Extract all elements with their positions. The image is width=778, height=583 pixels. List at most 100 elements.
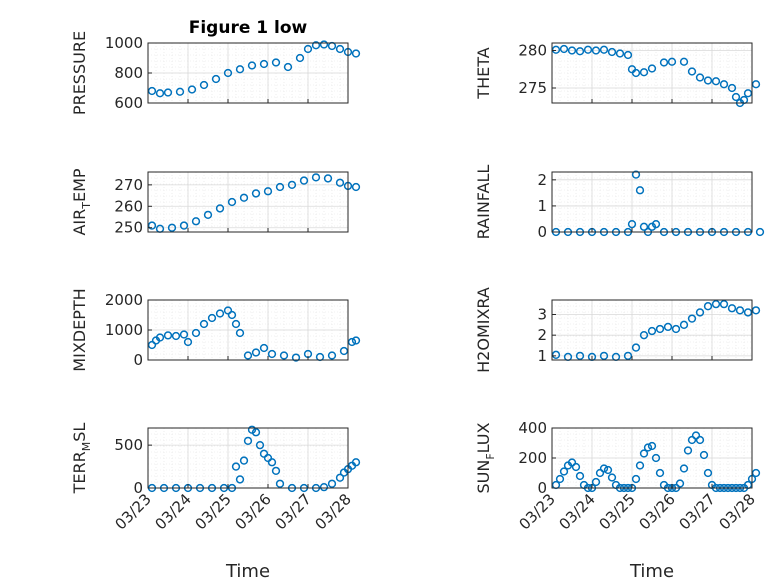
data-point [223,68,233,78]
data-point [703,76,713,85]
y-axis-label: AIRTEMP [70,168,93,235]
y-axis-label-main: AIR [70,209,89,236]
data-point [631,170,641,179]
y-tick-label: 275 [518,79,547,97]
data-point [235,328,245,338]
data-point [575,47,585,56]
data-point [167,223,177,232]
data-point [651,220,661,229]
y-axis-label-rest: SL [70,423,89,442]
data-point [735,306,745,315]
axes-box [551,171,753,233]
y-tick-label: 600 [114,94,143,112]
data-point [215,309,225,318]
major-grid [148,43,348,103]
data-point [635,461,645,470]
data-series [147,173,361,233]
data-point [179,221,189,230]
data-point [559,44,569,54]
data-point [755,227,765,237]
data-point [647,64,657,73]
data-point [323,174,333,183]
y-axis-label-main: MIXDEPTH [70,288,89,371]
data-point [187,85,197,94]
y-axis-label: TERRMSL [70,423,93,495]
data-point [571,462,581,472]
data-point [235,475,245,484]
data-point [647,326,657,336]
data-point [335,178,345,187]
y-axis-label-main: TERR [70,451,89,494]
y-tick-label: 2000 [105,291,143,309]
data-point [311,173,321,182]
data-point [679,464,689,473]
x-tick-label: 03/26 [232,490,275,533]
data-point [695,73,705,82]
y-axis-label: MIXDEPTH [70,288,89,371]
data-point [191,217,201,226]
data-point [291,353,301,362]
data-point [635,186,645,195]
data-point [311,41,321,50]
data-point [299,176,309,185]
data-point [271,58,281,67]
x-tick-label: 03/24 [556,490,599,533]
data-point [743,89,753,98]
subplot-air: 250 260 270 AIRTEMP [70,168,361,237]
data-point [351,182,361,192]
x-tick-label: 03/28 [716,490,759,533]
y-tick-label: 270 [114,176,143,194]
y-axis-label-main: THETA [474,47,493,99]
data-point [575,471,585,481]
data-point [695,308,705,317]
data-point [675,479,685,488]
data-point [679,57,689,66]
data-point [251,348,261,357]
data-point [163,88,173,97]
data-point [647,441,657,451]
data-point [719,80,729,89]
data-series [551,299,761,362]
y-tick-label: 0 [537,223,547,241]
y-tick-label: 0 [133,479,143,497]
data-point [687,314,697,323]
data-point [727,304,737,313]
data-point [551,45,561,54]
data-point [319,482,329,492]
data-point [551,350,561,359]
axes-box [147,171,349,233]
data-point [335,44,345,54]
y-tick-label: 2 [537,326,547,344]
x-tick-label: 03/25 [192,490,235,533]
y-tick-label: 260 [114,197,143,215]
x-axis-label: Time [629,561,674,582]
data-point [335,473,345,482]
data-point [703,302,713,311]
data-point [283,62,293,72]
y-axis-label-subscript: T [80,202,93,210]
subplot-sun: 020040003/2303/2403/2503/2603/2703/28Tim… [474,419,761,582]
x-tick-label: 03/24 [152,490,195,533]
data-point [599,464,609,473]
axes-box [551,42,753,104]
data-point [699,450,709,460]
data-point [235,65,245,74]
subplot-theta: 275 280 THETA [474,42,761,108]
subplot-terr: 050003/2303/2403/2503/2603/2703/28TimeTE… [70,423,361,582]
data-point [655,324,665,334]
data-point [243,351,253,360]
y-axis-label-rest: EMP [70,168,89,202]
x-tick-label: 03/28 [312,490,355,533]
y-tick-label: 2 [537,171,547,189]
y-tick-label: 0 [537,479,547,497]
data-point [643,443,653,452]
data-point [583,45,593,54]
data-point [251,428,261,437]
y-tick-label: 1000 [105,321,143,339]
y-axis-label-main: RAINFALL [474,165,493,240]
data-point [751,306,761,315]
y-tick-label: 0 [133,351,143,369]
data-point [255,440,265,450]
data-point [259,59,269,69]
